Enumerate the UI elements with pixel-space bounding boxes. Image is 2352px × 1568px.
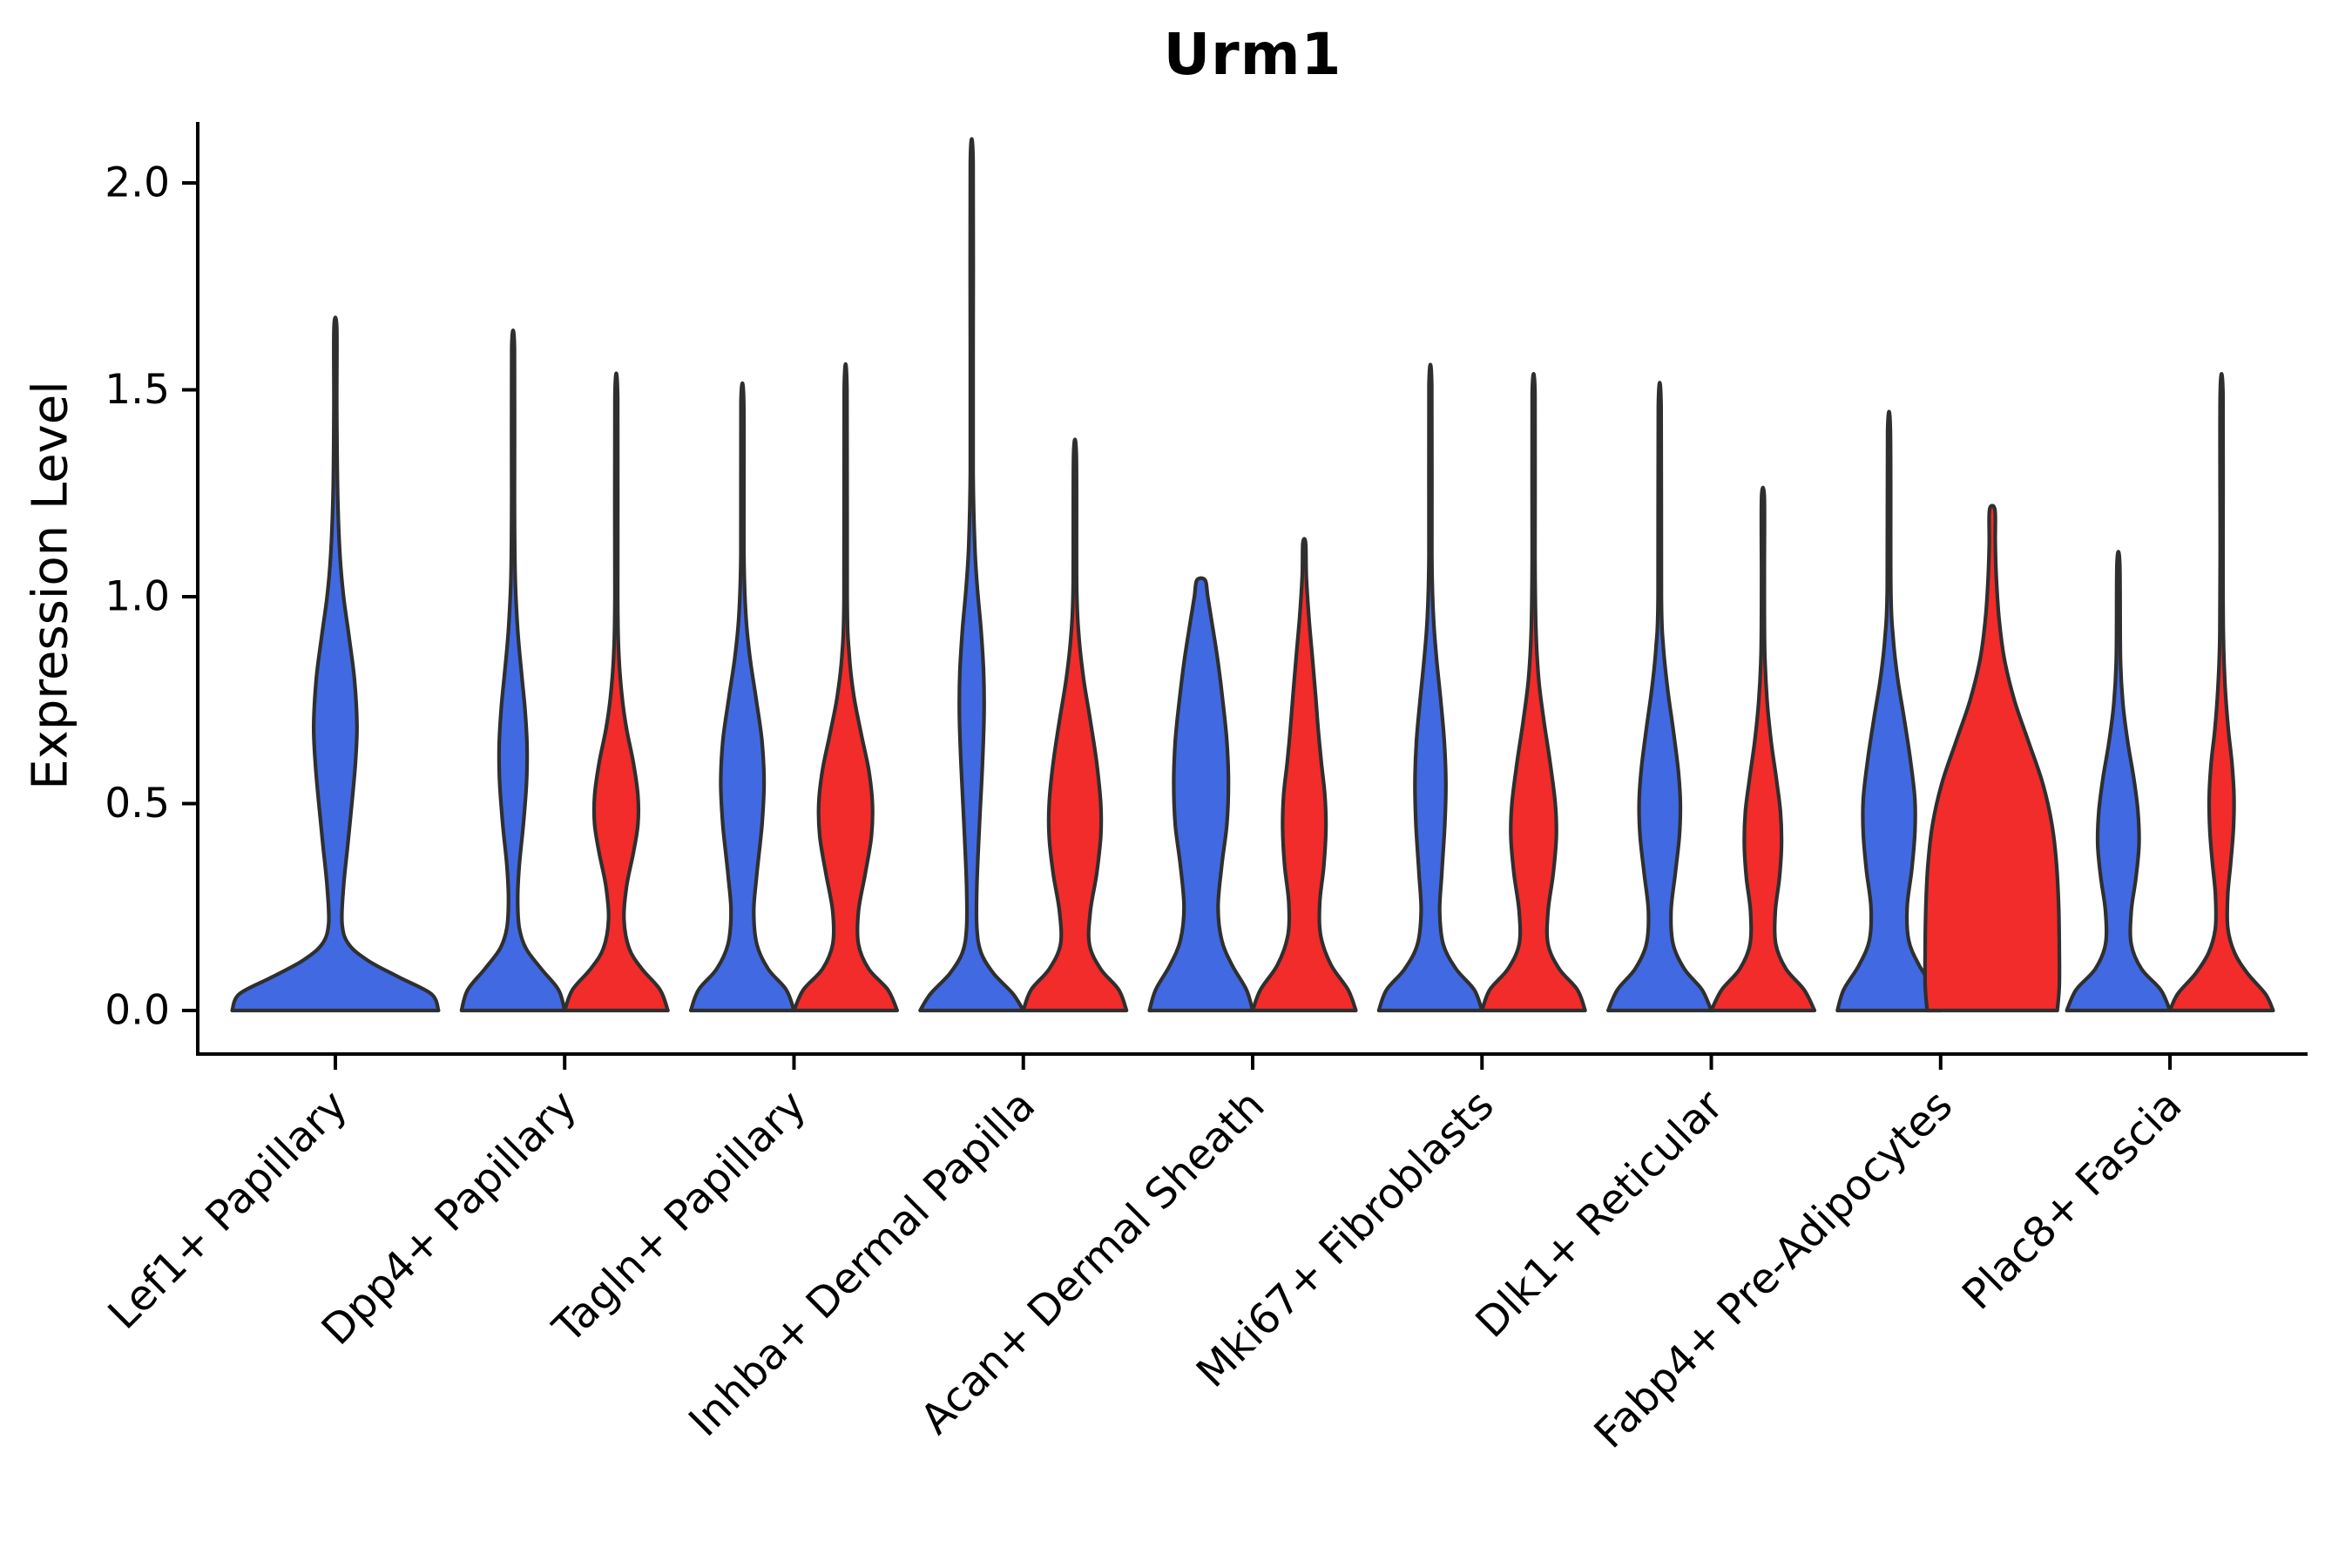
chart-title: Urm1 <box>1163 21 1342 88</box>
violin-plac8-fascia-split-red <box>2167 372 2275 1013</box>
x-tick-label-plac8-fascia: Plac8+ Fascia <box>1953 1081 2192 1320</box>
y-axis-title: Expression Level <box>22 381 79 790</box>
violin-inhba-dermal-papilla-split-red <box>1021 437 1129 1013</box>
violin-dpp4-papillary-split-blue <box>459 328 567 1013</box>
y-tick-label-0.5: 0.5 <box>105 780 170 828</box>
x-tick-label-dlk1-reticular: Dlk1+ Reticular <box>1466 1081 1733 1348</box>
y-tick-label-1.5: 1.5 <box>105 366 170 414</box>
x-tick-label-lef1-papillary: Lef1+ Papillary <box>98 1081 356 1339</box>
violin-mki67-fibroblasts-split-red <box>1480 372 1587 1013</box>
y-tick-label-0.0: 0.0 <box>105 987 170 1035</box>
violin-dlk1-reticular-split-blue <box>1606 381 1713 1013</box>
violin-inhba-dermal-papilla-split-blue <box>918 137 1025 1013</box>
violin-plac8-fascia-split-blue <box>2065 550 2173 1013</box>
violin-tagln-papillary-split-red <box>792 362 899 1013</box>
x-tick-label-dpp4-papillary: Dpp4+ Papillary <box>313 1081 586 1355</box>
violin-acan-dermal-sheath-split-red <box>1250 537 1358 1013</box>
y-tick-label-1.0: 1.0 <box>105 573 170 621</box>
x-tick-label-tagln-papillary: Tagln+ Papillary <box>544 1081 815 1353</box>
violin-tagln-papillary-split-blue <box>688 381 796 1013</box>
violin-lef1-papillary-split-blue <box>230 315 441 1013</box>
y-tick-label-2.0: 2.0 <box>105 159 170 207</box>
violin-fabp4-pre-adipocytes-split-red <box>1923 504 2062 1013</box>
violin-dpp4-papillary-split-red <box>563 371 670 1013</box>
violin-fabp4-pre-adipocytes-split-blue <box>1835 409 1943 1013</box>
violin-acan-dermal-sheath-split-blue <box>1147 576 1255 1013</box>
violin-mki67-fibroblasts-split-blue <box>1376 362 1484 1013</box>
violin-dlk1-reticular-split-red <box>1709 485 1817 1013</box>
